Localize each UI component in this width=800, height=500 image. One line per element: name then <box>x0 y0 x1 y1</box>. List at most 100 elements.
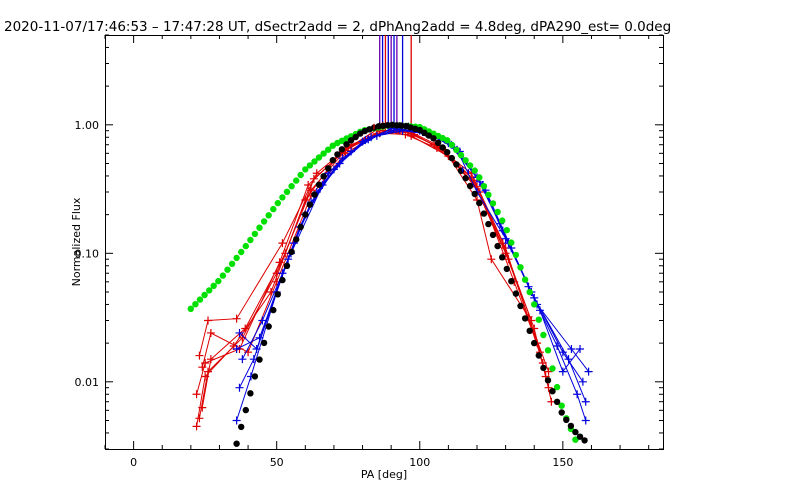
data-point <box>278 239 287 248</box>
data-point <box>275 258 284 267</box>
data-point <box>232 345 241 354</box>
series-line <box>236 128 587 421</box>
y-tick-label: 1.00 <box>75 119 100 132</box>
data-point <box>517 302 524 310</box>
x-tick-label: 100 <box>409 456 430 469</box>
data-point <box>251 230 259 238</box>
data-point <box>247 236 254 244</box>
data-point <box>430 135 437 142</box>
data-point <box>297 171 304 179</box>
data-point <box>494 242 501 250</box>
data-point <box>320 150 327 157</box>
data-point <box>535 316 542 323</box>
data-point <box>499 217 506 224</box>
series-red <box>192 121 553 399</box>
data-point <box>260 218 268 225</box>
series-black <box>233 121 588 447</box>
data-point <box>219 272 227 279</box>
series-line <box>196 131 552 427</box>
data-point <box>288 248 295 255</box>
plot-frame <box>105 35 664 450</box>
chart-title: 2020-11-07/17:46:53 – 17:47:28 UT, dSect… <box>4 19 671 35</box>
data-point <box>274 199 281 207</box>
data-point <box>503 265 510 273</box>
data-point <box>439 144 446 151</box>
data-point <box>206 287 213 294</box>
data-point <box>293 236 300 243</box>
data-point <box>558 402 565 409</box>
data-point <box>312 169 321 178</box>
axes-ticks: 0 50 100 150 0.01 0.10 1.00 <box>75 34 663 469</box>
data-point <box>347 137 355 144</box>
data-point <box>192 422 201 431</box>
series-red <box>195 126 553 423</box>
data-point <box>187 305 194 312</box>
data-point <box>198 363 207 372</box>
data-point <box>325 146 332 153</box>
data-point <box>531 301 538 308</box>
series-line <box>201 132 532 368</box>
data-point <box>252 345 261 354</box>
x-tick-label: 50 <box>270 456 284 469</box>
data-point <box>476 174 483 181</box>
data-point <box>564 355 573 364</box>
data-point <box>462 175 469 182</box>
data-point <box>573 390 582 399</box>
data-point <box>343 141 350 148</box>
data-point <box>444 137 451 144</box>
x-axis-label: PA [deg] <box>361 468 407 481</box>
data-point <box>233 440 240 447</box>
data-point <box>251 373 259 380</box>
data-point <box>311 191 318 198</box>
data-point <box>508 239 515 246</box>
data-point <box>315 181 323 188</box>
data-point <box>302 211 309 218</box>
data-point <box>471 190 478 198</box>
data-point <box>232 314 241 323</box>
data-point <box>448 154 455 162</box>
data-point <box>487 255 496 264</box>
data-point <box>553 383 561 391</box>
data-point <box>232 416 241 425</box>
data-point <box>494 208 501 216</box>
data-point <box>508 278 515 285</box>
data-point <box>480 183 488 190</box>
data-point <box>501 249 510 258</box>
data-point <box>293 177 300 184</box>
data-point <box>549 388 556 395</box>
data-point <box>453 161 460 168</box>
data-point <box>567 422 575 430</box>
data-point <box>512 251 520 259</box>
data-point <box>434 139 442 146</box>
data-point <box>485 191 492 198</box>
data-point <box>576 433 584 440</box>
data-point <box>238 423 245 431</box>
data-point <box>297 223 304 231</box>
data-point <box>338 146 346 153</box>
data-point <box>244 348 253 357</box>
data-point <box>238 355 247 364</box>
data-point <box>453 146 460 154</box>
data-point <box>311 158 318 165</box>
data-point <box>274 291 281 298</box>
data-point <box>485 220 492 228</box>
data-point <box>581 437 588 444</box>
data-point <box>531 339 538 347</box>
data-point <box>329 157 336 164</box>
data-point <box>315 154 323 161</box>
data-point <box>526 288 533 296</box>
data-point <box>206 328 215 337</box>
series-red <box>192 127 556 431</box>
data-point <box>558 409 565 416</box>
data-point <box>384 122 391 129</box>
data-point <box>526 327 533 334</box>
data-point <box>256 356 263 363</box>
data-point <box>195 414 204 423</box>
data-point <box>499 254 506 261</box>
data-point <box>462 157 469 164</box>
data-point <box>558 367 567 376</box>
data-point <box>576 345 585 354</box>
data-point <box>535 306 544 315</box>
data-point <box>578 377 587 386</box>
data-point <box>302 166 309 173</box>
